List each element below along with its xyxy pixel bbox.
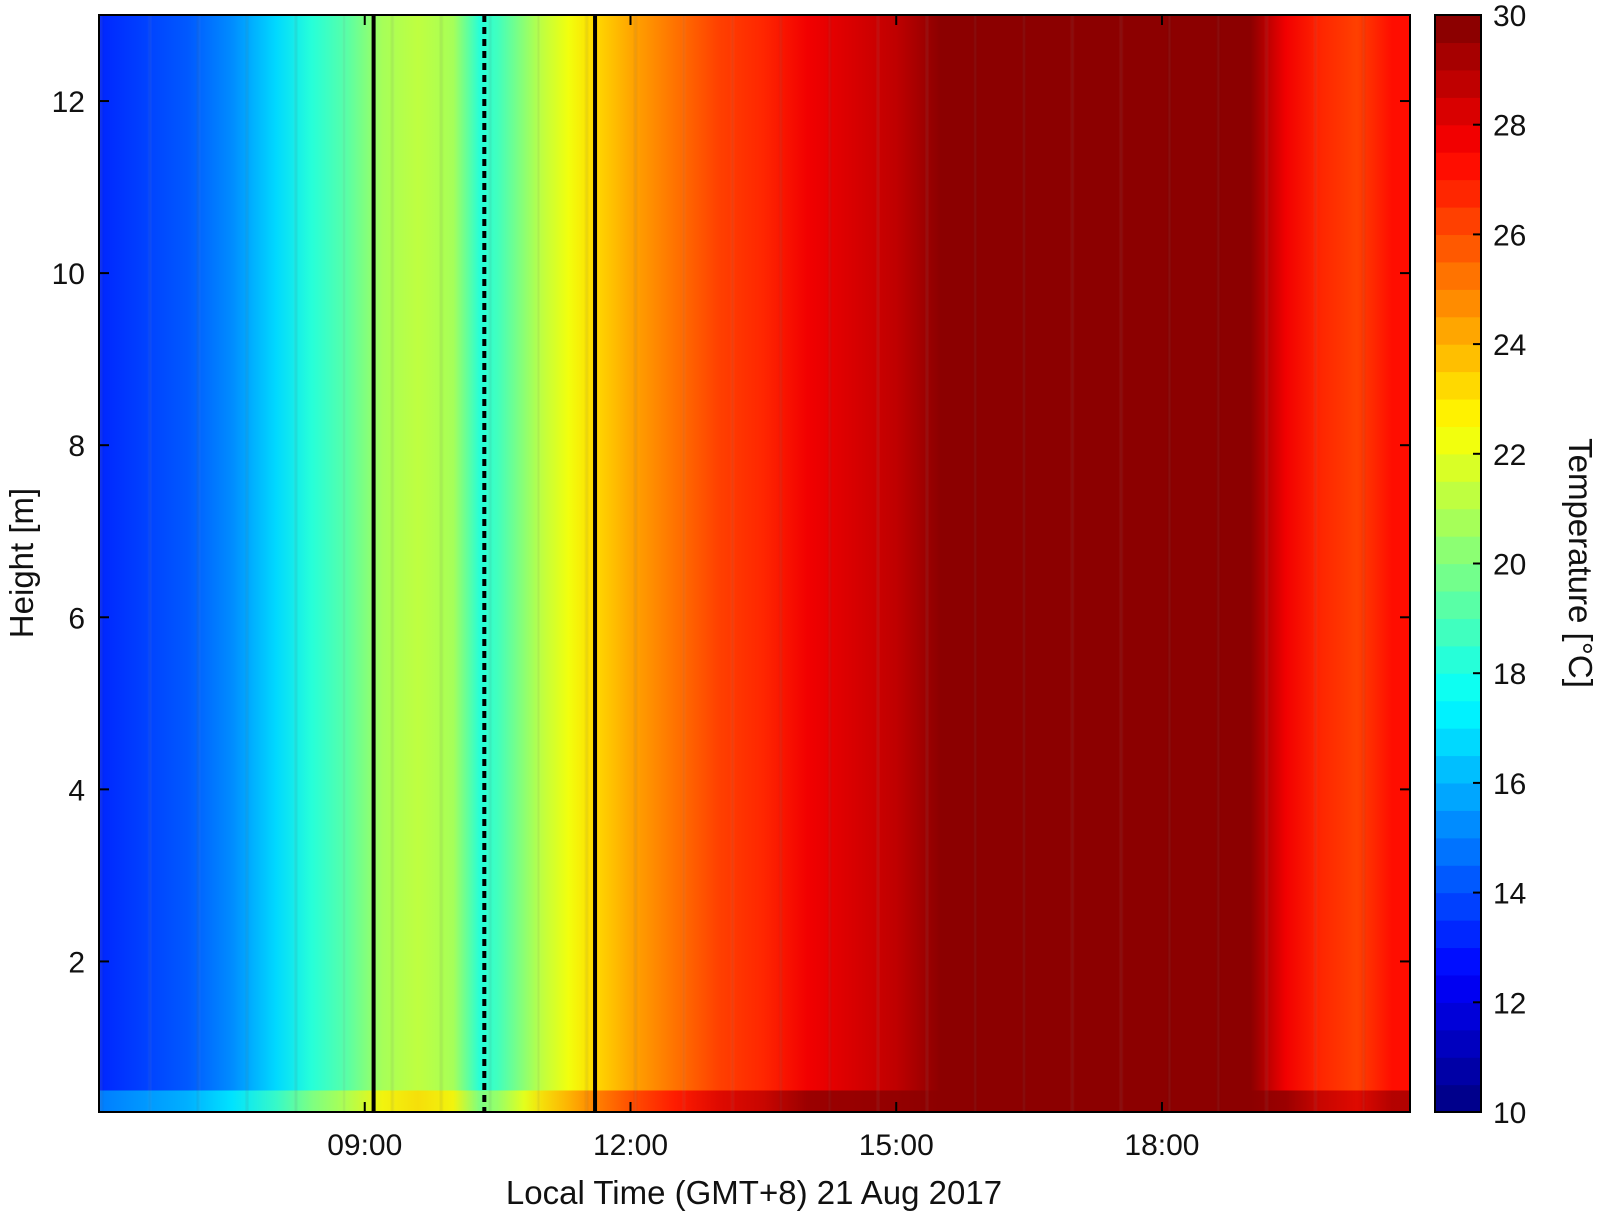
texture-streak (733, 15, 735, 1112)
colorbar-swatch (1435, 618, 1481, 647)
colorbar-tick-label: 18 (1493, 658, 1526, 691)
colorbar-tick-label: 30 (1493, 0, 1526, 33)
texture-streak (538, 15, 540, 1112)
colorbar-swatch (1435, 97, 1481, 126)
colorbar-swatch (1435, 371, 1481, 400)
x-tick-label: 09:00 (327, 1129, 402, 1162)
colorbar-tick-label: 24 (1493, 329, 1526, 362)
y-tick-label: 6 (68, 602, 85, 635)
texture-streak (344, 15, 346, 1112)
texture-streak (1364, 15, 1366, 1112)
colorbar-tick-label: 12 (1493, 987, 1526, 1020)
colorbar-swatch (1435, 179, 1481, 208)
colorbar-swatch (1435, 508, 1481, 537)
plot-frame (98, 14, 1411, 1113)
colorbar-swatch (1435, 728, 1481, 757)
colorbar-swatch (1435, 316, 1481, 345)
colorbar-swatch (1435, 920, 1481, 949)
colorbar-tick-label: 28 (1493, 110, 1526, 143)
colorbar-swatch (1435, 124, 1481, 153)
texture-streak (490, 15, 492, 1112)
x-axis-label: Local Time (GMT+8) 21 Aug 2017 (506, 1174, 1002, 1211)
colorbar-label: Temperature [°C] (1562, 438, 1599, 688)
texture-streak (1170, 15, 1172, 1112)
texture-streak (975, 15, 977, 1112)
texture-streak (636, 15, 638, 1112)
y-tick-label: 12 (52, 86, 85, 119)
texture-streak (150, 15, 152, 1112)
colorbar-swatch (1435, 453, 1481, 482)
colorbar-swatch (1435, 15, 1481, 44)
colorbar-tick-label: 20 (1493, 549, 1526, 582)
y-tick-label: 8 (68, 430, 85, 463)
y-tick-label: 10 (52, 258, 85, 291)
texture-streak (393, 15, 395, 1112)
colorbar-swatch (1435, 1084, 1481, 1113)
colorbar-swatch (1435, 837, 1481, 866)
texture-streak (927, 15, 929, 1112)
colorbar-swatch (1435, 673, 1481, 702)
colorbar-tick-label: 26 (1493, 219, 1526, 252)
colorbar-tick-label: 14 (1493, 878, 1526, 911)
texture-streak (781, 15, 783, 1112)
texture-streak (587, 15, 589, 1112)
x-tick-label: 15:00 (859, 1129, 934, 1162)
colorbar-swatch (1435, 1057, 1481, 1086)
texture-streak (830, 15, 832, 1112)
texture-streak (684, 15, 686, 1112)
texture-streak (296, 15, 298, 1112)
colorbar-swatch (1435, 152, 1481, 181)
colorbar-swatch (1435, 536, 1481, 565)
colorbar-swatch (1435, 563, 1481, 592)
texture-streak (1218, 15, 1220, 1112)
colorbar-swatch (1435, 974, 1481, 1003)
colorbar-tick-label: 16 (1493, 768, 1526, 801)
texture-streak (1267, 15, 1269, 1112)
texture-streak (199, 15, 201, 1112)
colorbar-swatch (1435, 892, 1481, 921)
colorbar-swatch (1435, 261, 1481, 290)
texture-streak (878, 15, 880, 1112)
texture-streak (1315, 15, 1317, 1112)
colorbar-swatch (1435, 865, 1481, 894)
colorbar-swatch (1435, 234, 1481, 263)
colorbar-swatch (1435, 481, 1481, 510)
colorbar-swatch (1435, 1002, 1481, 1031)
colorbar-swatch (1435, 344, 1481, 373)
colorbar-swatch (1435, 426, 1481, 455)
colorbar-swatch (1435, 645, 1481, 674)
y-tick-label: 4 (68, 774, 85, 807)
colorbar-swatch (1435, 206, 1481, 236)
x-tick-label: 18:00 (1124, 1129, 1199, 1162)
colorbar-swatch (1435, 289, 1481, 318)
colorbar-swatch (1435, 590, 1481, 619)
x-tick-label: 12:00 (593, 1129, 668, 1162)
colorbar-swatch (1435, 755, 1481, 784)
colorbar-swatch (1435, 42, 1481, 71)
colorbar-tick-label: 22 (1493, 439, 1526, 472)
texture-streak (102, 15, 104, 1112)
colorbar-swatch (1435, 810, 1481, 839)
colorbar-swatch (1435, 1029, 1481, 1058)
near-surface-layer (99, 1090, 1410, 1112)
y-tick-label: 2 (68, 946, 85, 979)
colorbar-swatch (1435, 947, 1481, 976)
texture-streak (441, 15, 443, 1112)
texture-streak (1024, 15, 1026, 1112)
colorbar-swatch (1435, 700, 1481, 729)
texture-streak (247, 15, 249, 1112)
heatmap-field (99, 15, 1410, 1112)
colorbar-swatch (1435, 69, 1481, 98)
colorbar-tick-label: 10 (1493, 1097, 1526, 1130)
texture-streak (1121, 15, 1123, 1112)
colorbar-swatch (1435, 398, 1481, 427)
y-axis-label: Height [m] (3, 488, 40, 638)
colorbar-swatch (1435, 782, 1481, 811)
texture-streak (1072, 15, 1074, 1112)
